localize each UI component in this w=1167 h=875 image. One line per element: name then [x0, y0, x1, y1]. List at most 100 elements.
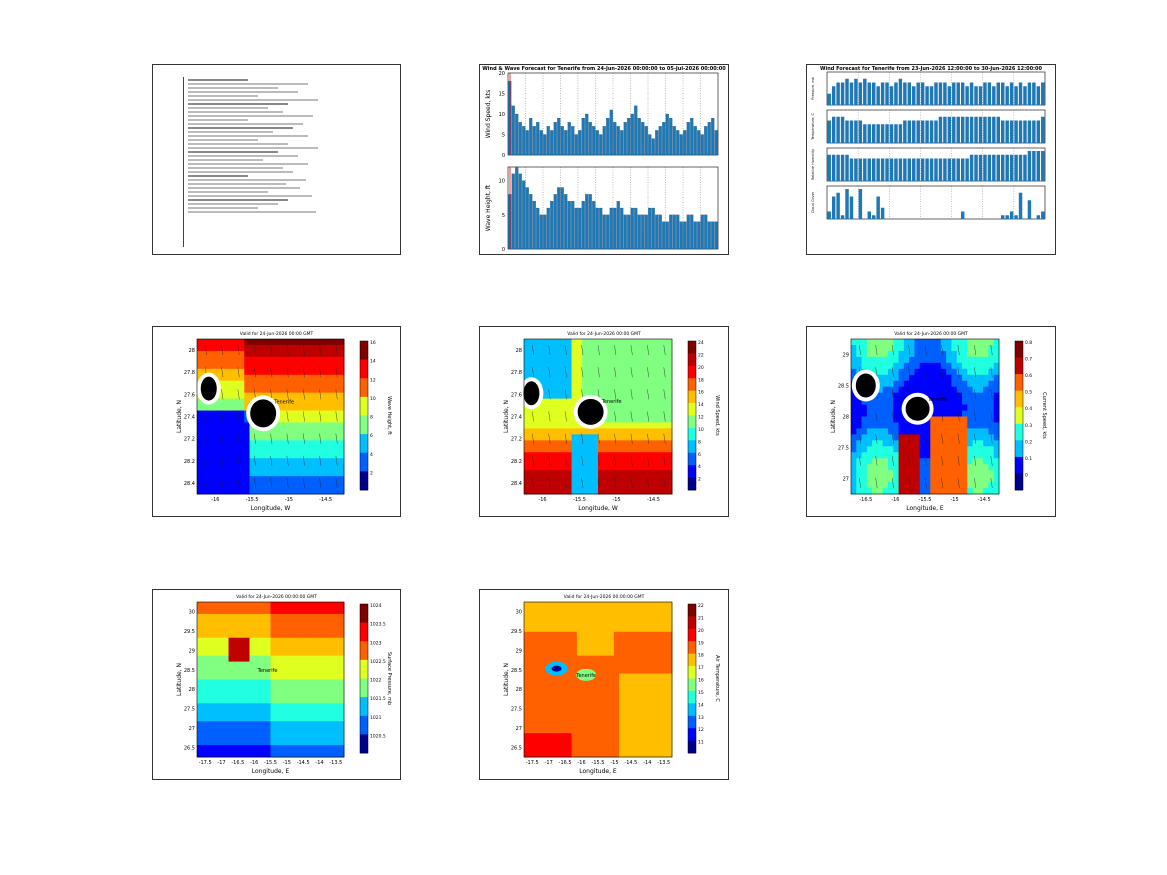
map-cell	[661, 356, 668, 364]
map-cell	[338, 631, 345, 639]
map-cell	[629, 709, 636, 716]
map-cell	[608, 386, 615, 394]
map-cell	[613, 709, 620, 716]
wind-bar	[648, 134, 652, 156]
map-cell	[338, 422, 345, 429]
map-cell	[218, 739, 224, 746]
map-cell	[270, 470, 277, 477]
map-cell	[239, 404, 245, 412]
map-cell	[993, 362, 1000, 370]
map-cell	[635, 380, 641, 388]
map-cell	[656, 339, 662, 346]
map-cell	[571, 649, 578, 657]
map-cell	[534, 721, 541, 728]
vector-arrow	[974, 433, 977, 444]
map-cell	[317, 613, 324, 621]
map-cell	[561, 637, 567, 645]
map-cell	[587, 733, 594, 740]
map-cell	[302, 727, 308, 734]
map-cell	[239, 452, 245, 459]
colorbar-tick: 22	[698, 603, 704, 609]
map-cell	[286, 386, 292, 394]
map-cell	[661, 446, 668, 453]
map-cell	[592, 655, 599, 663]
map-cell	[993, 356, 1000, 364]
map-cell	[529, 751, 536, 758]
map-cell	[666, 685, 673, 692]
map-cell	[197, 410, 203, 417]
map-cell	[645, 631, 652, 639]
map-cell	[972, 339, 979, 346]
map-cell	[619, 631, 625, 639]
vector-arrow	[647, 389, 650, 400]
map-cell	[312, 625, 319, 633]
vector-arrow	[875, 477, 878, 488]
map-cell	[619, 458, 625, 465]
map-cell	[233, 673, 240, 680]
map-cell	[967, 452, 974, 459]
wave-bar	[522, 180, 526, 250]
map-cell	[587, 745, 594, 752]
map-xtick: -16.5	[859, 497, 872, 503]
map-cell	[608, 339, 615, 346]
map-cell	[244, 751, 250, 758]
map-cell	[576, 452, 583, 459]
map-cell	[550, 607, 557, 615]
map-cell	[925, 488, 931, 495]
map-cell	[566, 727, 573, 734]
map-cell	[265, 464, 271, 471]
vector-arrow	[924, 433, 927, 444]
vector-arrow	[335, 455, 338, 466]
map-cell	[524, 679, 530, 686]
map-cell	[988, 446, 995, 453]
map-cell	[561, 488, 567, 495]
vector-arrow	[663, 477, 666, 488]
map-cell	[524, 703, 530, 710]
map-cell	[571, 470, 578, 477]
map-cell	[207, 745, 214, 752]
map-cell	[582, 482, 588, 489]
map-cell	[555, 428, 562, 435]
map-cell	[254, 380, 261, 388]
map-cell	[286, 392, 292, 400]
map-cell	[571, 440, 578, 447]
map-cell	[566, 691, 573, 698]
map-cell	[903, 434, 910, 441]
map-cell	[555, 386, 562, 394]
map-cell	[202, 458, 208, 465]
map-cell	[212, 428, 219, 435]
map-cell	[312, 350, 319, 358]
multibar-bar	[969, 82, 974, 105]
map-cell	[239, 637, 245, 645]
map-cell	[286, 428, 292, 435]
map-cell	[909, 488, 915, 495]
map-cell	[296, 416, 303, 423]
map-cell	[571, 697, 578, 704]
map-cell	[608, 655, 615, 663]
map-cell	[555, 476, 562, 483]
wave-bar	[658, 214, 662, 250]
vector-arrow	[270, 477, 273, 488]
wave-bar	[690, 214, 694, 250]
map-cell	[645, 476, 652, 483]
map-cell	[529, 745, 536, 752]
map-cell	[529, 458, 536, 465]
map-cell	[624, 446, 631, 453]
map-cell	[866, 458, 873, 465]
map-cell	[328, 422, 334, 429]
map-cell	[260, 607, 266, 615]
map-cell	[598, 476, 604, 483]
map-cell	[888, 458, 894, 465]
map-cell	[666, 464, 673, 471]
map-cell	[275, 631, 282, 639]
map-cell	[603, 661, 610, 669]
map-cell	[302, 745, 308, 752]
map-cell	[561, 416, 567, 423]
multibar-bar	[907, 120, 912, 143]
map-cell	[218, 607, 224, 615]
map-cell	[218, 727, 224, 734]
map-cell	[323, 715, 329, 722]
map-cell	[539, 637, 546, 645]
map-cell	[275, 344, 282, 352]
map-cell	[524, 721, 530, 728]
